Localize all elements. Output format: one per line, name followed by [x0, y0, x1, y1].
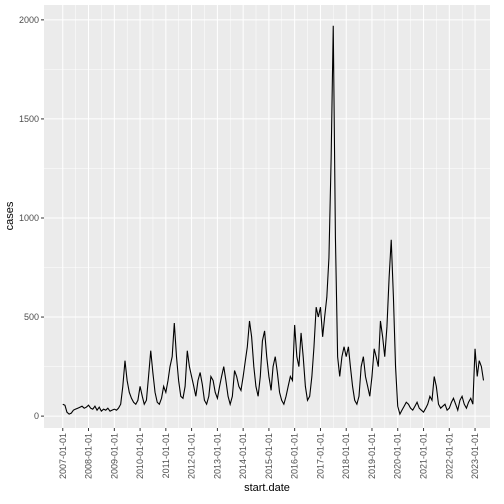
x-tick-label: 2011-01-01 — [161, 433, 171, 478]
y-tick-label: 1500 — [19, 114, 39, 124]
x-tick-label: 2010-01-01 — [135, 433, 145, 479]
x-tick-label: 2019-01-01 — [367, 433, 377, 479]
x-tick-label: 2007-01-01 — [58, 433, 68, 479]
y-tick-label: 500 — [24, 312, 39, 322]
x-tick-label: 2008-01-01 — [84, 433, 94, 479]
x-tick-label: 2015-01-01 — [264, 433, 274, 479]
y-tick-label: 0 — [34, 411, 39, 421]
x-tick-label: 2012-01-01 — [187, 433, 197, 479]
x-tick-label: 2023-01-01 — [470, 433, 480, 479]
y-tick-label: 1000 — [19, 213, 39, 223]
x-tick-label: 2018-01-01 — [341, 433, 351, 479]
x-tick-label: 2014-01-01 — [238, 433, 248, 479]
x-tick-label: 2009-01-01 — [109, 433, 119, 479]
x-tick-label: 2013-01-01 — [212, 433, 222, 479]
x-tick-label: 2016-01-01 — [290, 433, 300, 479]
y-axis-label: cases — [4, 201, 16, 230]
x-tick-label: 2017-01-01 — [315, 433, 325, 479]
x-tick-label: 2021-01-01 — [419, 433, 429, 479]
data-line — [62, 25, 485, 416]
y-tick-label: 2000 — [19, 15, 39, 25]
x-axis-label: start.date — [244, 482, 290, 494]
x-tick-label: 2022-01-01 — [444, 433, 454, 479]
x-tick-label: 2020-01-01 — [393, 433, 403, 479]
